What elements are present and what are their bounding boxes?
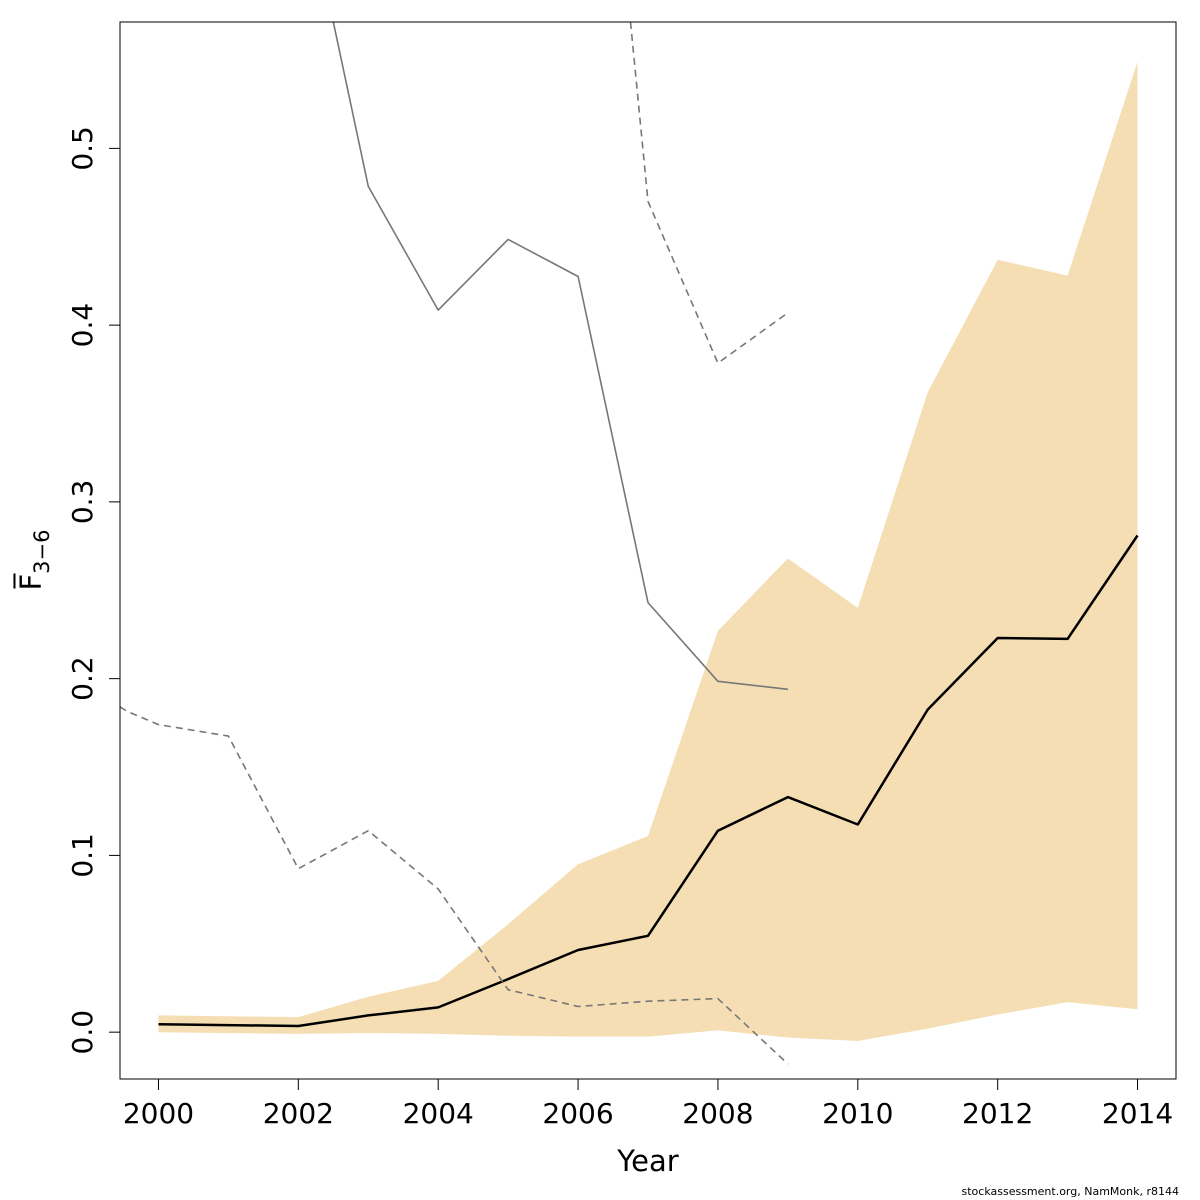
x-axis: 2000 2002 2004 2006 2008 2010 2012 2014	[123, 1079, 1173, 1130]
y-tick-label: 0.0	[66, 1010, 99, 1055]
y-tick-label: 0.5	[66, 126, 99, 171]
x-tick-label: 2012	[962, 1097, 1033, 1130]
y-tick-label: 0.2	[66, 656, 99, 701]
retro-estimate-line	[332, 22, 788, 691]
x-tick-label: 2006	[542, 1097, 613, 1130]
y-tick-label: 0.3	[66, 480, 99, 525]
y-axis-title-subscript: 3−6	[30, 529, 54, 573]
confidence-band	[158, 61, 1138, 1042]
retro-lower-line	[120, 706, 789, 1065]
credit-text: stockassessment.org, NamMonk, r8144	[962, 1185, 1180, 1198]
y-axis: 0.0 0.1 0.2 0.3 0.4 0.5	[66, 126, 120, 1054]
x-axis-title: Year	[616, 1144, 678, 1178]
svg-text:F̅3−6: F̅3−6	[14, 529, 54, 590]
confidence-band-layer	[158, 61, 1138, 1042]
x-tick-label: 2004	[403, 1097, 474, 1130]
y-tick-label: 0.4	[66, 303, 99, 348]
series-line-layer	[120, 22, 1139, 1065]
y-axis-title: F̅3−6	[14, 529, 54, 590]
x-tick-label: 2000	[123, 1097, 194, 1130]
y-axis-title-main: F̅	[14, 573, 48, 591]
y-tick-label: 0.1	[66, 833, 99, 878]
retro-upper-line	[629, 22, 789, 364]
estimate-line	[158, 534, 1139, 1028]
x-tick-label: 2002	[263, 1097, 334, 1130]
plot-frame	[119, 21, 1177, 1080]
x-tick-label: 2010	[822, 1097, 893, 1130]
x-tick-label: 2014	[1102, 1097, 1173, 1130]
x-tick-label: 2008	[682, 1097, 753, 1130]
